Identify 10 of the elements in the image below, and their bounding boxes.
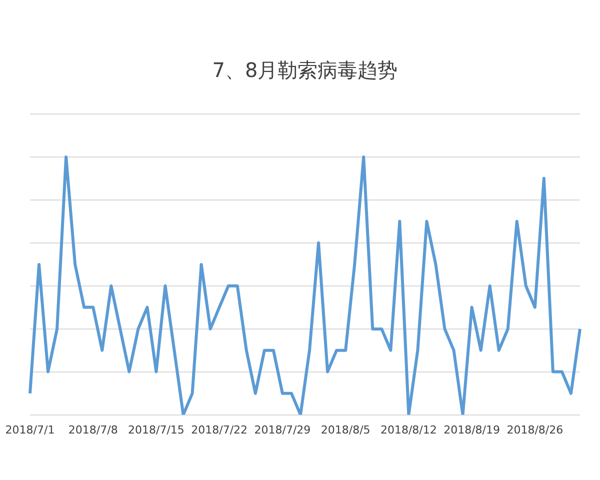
x-tick-label: 2018/7/8 xyxy=(68,423,118,436)
x-tick-label: 2018/8/19 xyxy=(444,423,500,436)
x-tick-label: 2018/8/12 xyxy=(380,423,437,436)
x-tick-label: 2018/7/22 xyxy=(191,423,248,436)
x-tick-label: 2018/7/15 xyxy=(128,423,184,436)
x-tick-label: 2018/8/5 xyxy=(320,423,370,436)
x-tick-label: 2018/7/29 xyxy=(254,423,311,436)
chart-title: 7、8月勒索病毒趋势 xyxy=(212,58,398,82)
x-tick-label: 2018/7/1 xyxy=(5,423,55,436)
x-tick-label: 2018/8/26 xyxy=(506,423,564,436)
